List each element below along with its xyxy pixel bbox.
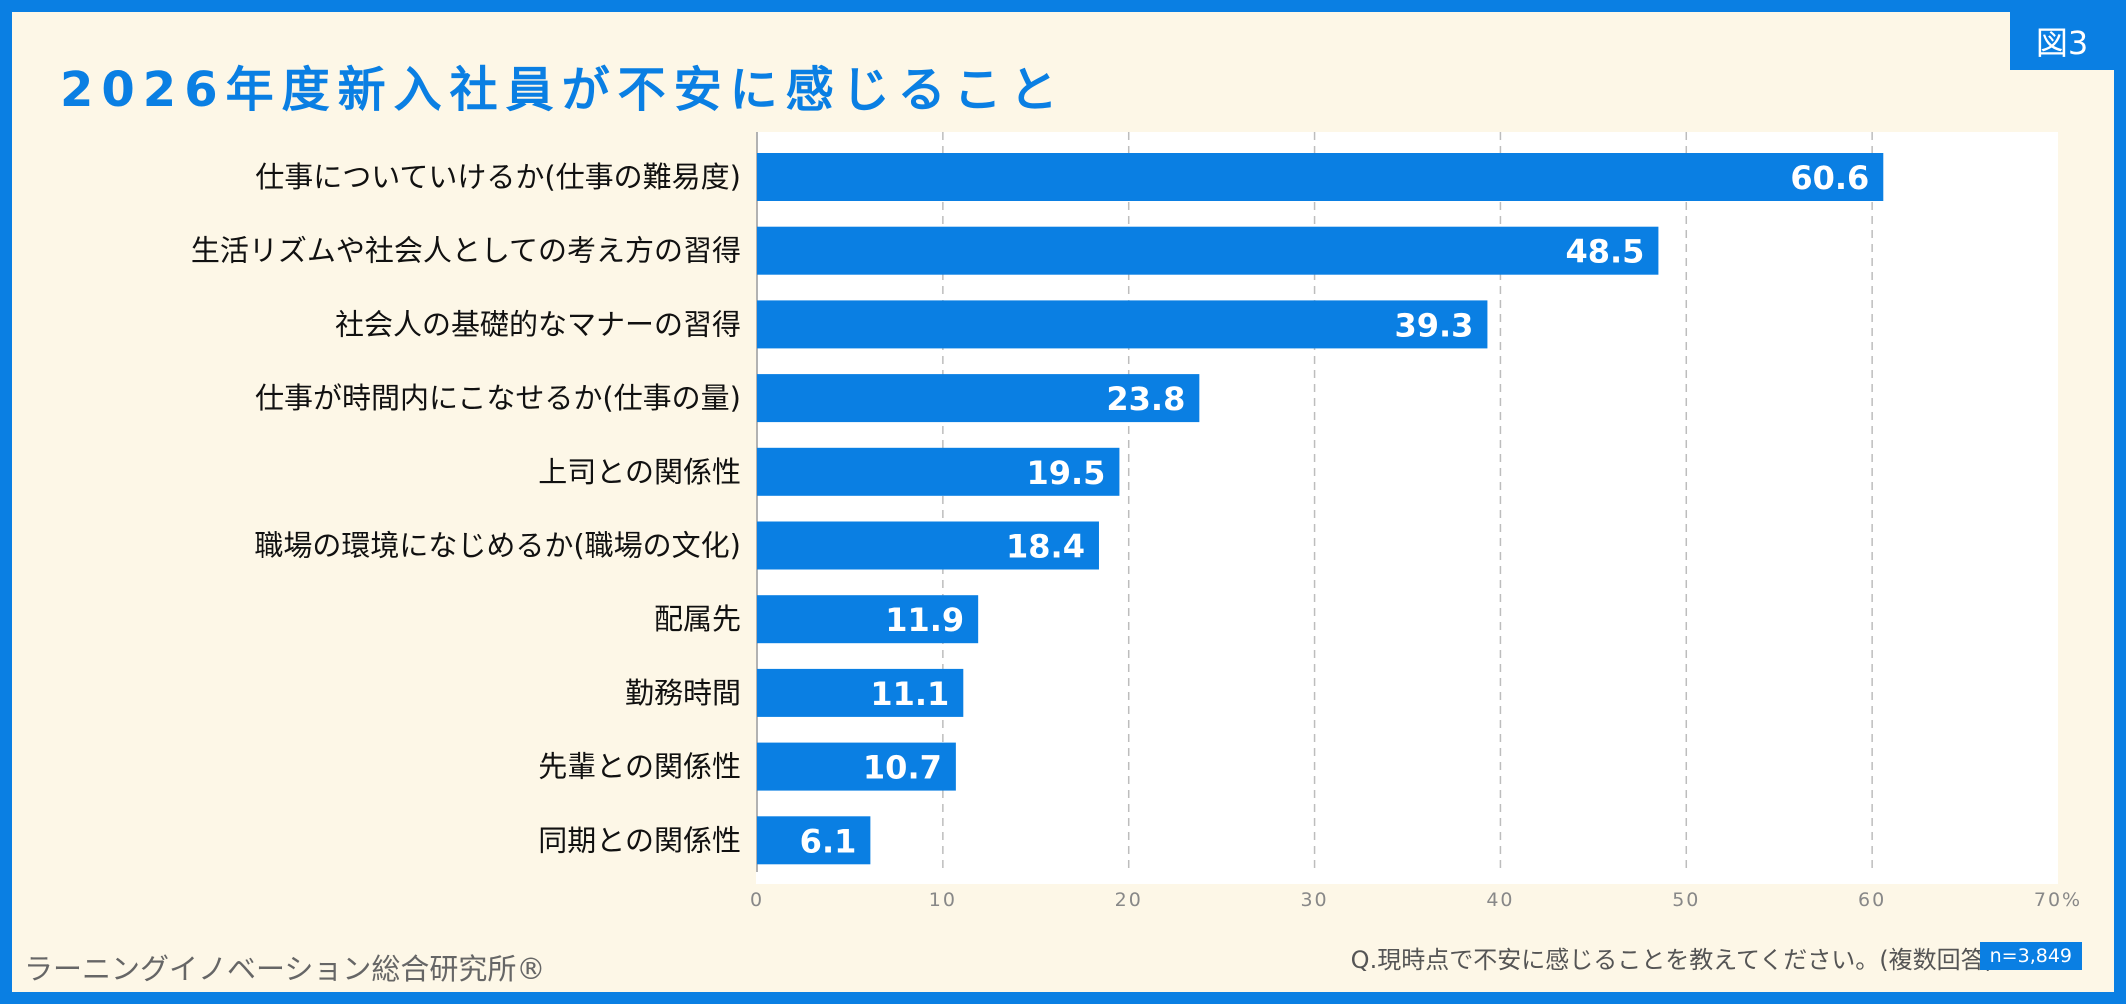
bar-value-label: 18.4 [1006, 528, 1085, 566]
bar-value-label: 60.6 [1790, 159, 1869, 197]
bar [757, 226, 1659, 275]
category-label: 仕事が時間内にこなせるか(仕事の量) [255, 381, 741, 415]
x-tick-label: 50 [1672, 889, 1700, 911]
source-credit: ラーニングイノベーション総合研究所® [24, 952, 546, 986]
bar-value-label: 19.5 [1026, 454, 1105, 492]
bar [757, 816, 871, 865]
bar-value-label: 11.1 [870, 675, 949, 713]
category-label: 配属先 [654, 602, 741, 636]
bar [757, 521, 1099, 570]
bar-value-label: 48.5 [1565, 233, 1644, 271]
category-label: 先輩との関係性 [538, 750, 741, 784]
bar-value-label: 6.1 [800, 822, 857, 860]
bar [757, 447, 1120, 496]
x-tick-label: 60 [1858, 889, 1886, 911]
bar [757, 742, 956, 791]
category-label: 社会人の基礎的なマナーの習得 [335, 307, 741, 341]
category-label: 生活リズムや社会人としての考え方の習得 [191, 234, 741, 268]
x-tick-label: 40 [1486, 889, 1514, 911]
chart-title: 2026年度新入社員が不安に感じること [60, 62, 1066, 118]
bar-value-label: 10.7 [863, 749, 942, 787]
figure-label: 図3 [2010, 12, 2114, 70]
category-label: 職場の環境になじめるか(職場の文化) [254, 529, 741, 563]
category-label: 仕事についていけるか(仕事の難易度) [255, 160, 741, 194]
bar [757, 153, 1884, 201]
x-tick-label: 30 [1300, 889, 1328, 911]
category-label: 上司との関係性 [538, 455, 741, 489]
sample-size-badge: n=3,849 [1979, 942, 2082, 970]
bar [757, 300, 1488, 349]
category-label: 勤務時間 [625, 676, 741, 710]
category-label: 同期との関係性 [538, 823, 741, 857]
x-tick-label: 10 [929, 889, 957, 911]
x-tick-label: 0 [750, 889, 764, 911]
bar-value-label: 11.9 [885, 601, 964, 639]
bar [757, 595, 979, 644]
x-tick-label: 20 [1115, 889, 1143, 911]
bar [757, 668, 964, 717]
x-tick-label: 70% [2034, 889, 2082, 911]
bar-value-label: 23.8 [1106, 380, 1185, 418]
bar-value-label: 39.3 [1394, 306, 1473, 344]
bar [757, 374, 1200, 423]
survey-question: Q.現時点で不安に感じることを教えてください。(複数回答) [1350, 946, 1994, 974]
